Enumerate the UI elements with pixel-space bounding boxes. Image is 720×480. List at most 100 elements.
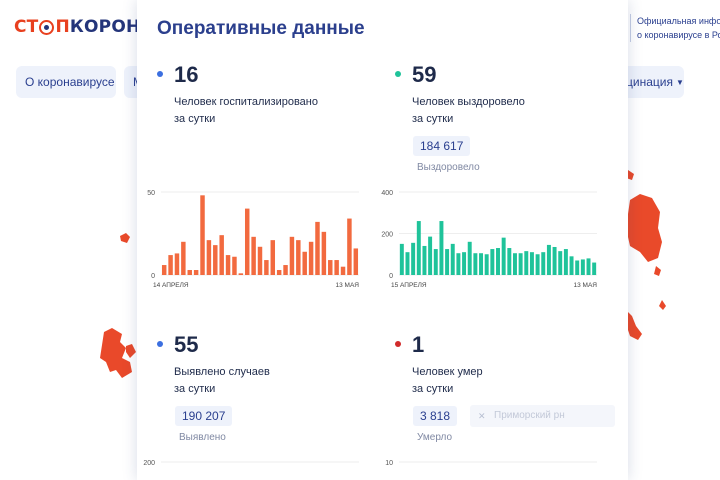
bar[interactable]	[161, 265, 167, 275]
y-tick-label: 0	[389, 273, 393, 280]
bar[interactable]	[575, 260, 580, 275]
bar[interactable]	[168, 255, 173, 275]
bar[interactable]	[321, 231, 327, 275]
nav-about-coronavirus[interactable]: О коронавирусе▼	[16, 66, 116, 98]
y-tick-label: 200	[143, 460, 155, 467]
cases-value: 55	[174, 332, 199, 357]
bar[interactable]	[315, 221, 320, 275]
bar[interactable]	[296, 240, 301, 275]
nav-vaccination-label: цинация	[626, 75, 673, 89]
bar[interactable]	[193, 270, 199, 275]
bar[interactable]	[308, 241, 314, 275]
deaths-metric: 1 Человек умер за сутки 3 818 Умерло	[395, 332, 615, 447]
bar[interactable]	[541, 252, 546, 275]
nav-about-coronavirus-label: О коронавирусе	[25, 75, 115, 89]
bar[interactable]	[456, 253, 461, 275]
bar[interactable]	[529, 252, 534, 275]
bar[interactable]	[484, 254, 489, 275]
official-info-text: Официальная информ о коронавирусе в Росс	[630, 14, 720, 42]
cases-metric: 55 Выявлено случаев за сутки 190 207 Выя…	[157, 332, 377, 447]
bar[interactable]	[200, 195, 205, 275]
bar[interactable]	[592, 262, 597, 275]
recovered-chart: 0 200 400 15 АПРЕЛЯ 13 МАЯ	[381, 190, 598, 289]
bar[interactable]	[206, 240, 212, 275]
bar[interactable]	[411, 242, 416, 275]
bar[interactable]	[467, 241, 472, 275]
bar[interactable]	[450, 243, 455, 275]
bar[interactable]	[580, 259, 585, 275]
bar[interactable]	[433, 249, 438, 275]
chevron-down-icon: ▼	[675, 77, 684, 87]
recovered-dot	[395, 71, 401, 77]
bar[interactable]	[445, 249, 450, 275]
bar[interactable]	[518, 253, 523, 275]
hospitalized-chart: 0 50 14 АПРЕЛЯ 13 МАЯ	[147, 190, 359, 289]
recovered-label: Человек выздоровело за сутки	[412, 94, 612, 128]
bar[interactable]	[501, 237, 506, 275]
cases-label: Выявлено случаев за сутки	[174, 364, 374, 398]
bar[interactable]	[238, 273, 244, 275]
bar[interactable]	[422, 245, 427, 275]
deaths-value: 1	[412, 332, 425, 357]
bar[interactable]	[276, 270, 282, 275]
bar[interactable]	[569, 256, 574, 275]
bar[interactable]	[552, 246, 557, 275]
bar[interactable]	[405, 252, 410, 275]
bar[interactable]	[535, 254, 540, 275]
bar[interactable]	[289, 236, 295, 275]
bar[interactable]	[462, 252, 467, 275]
region-filter-placeholder: Приморский рн	[494, 410, 565, 421]
bar[interactable]	[524, 251, 529, 275]
bar[interactable]	[302, 251, 307, 275]
bar[interactable]	[219, 235, 224, 275]
cases-dot	[157, 341, 163, 347]
bar[interactable]	[232, 256, 237, 275]
logo-text-part1: СТ	[14, 17, 39, 37]
bar[interactable]	[490, 249, 495, 275]
bar[interactable]	[512, 253, 517, 275]
bar[interactable]	[507, 248, 512, 275]
bar[interactable]	[399, 243, 404, 275]
recovered-total-caption: Выздоровело	[417, 162, 480, 173]
deaths-chart: 10	[385, 460, 597, 467]
deaths-label: Человек умер за сутки	[412, 364, 612, 398]
bar[interactable]	[328, 260, 333, 275]
x-end-label: 13 МАЯ	[574, 282, 598, 289]
bar[interactable]	[353, 248, 359, 275]
bar[interactable]	[586, 258, 591, 275]
bar[interactable]	[546, 244, 551, 275]
bar[interactable]	[439, 221, 444, 275]
recovered-metric: 59 Человек выздоровело за сутки 184 617 …	[395, 62, 615, 182]
bar[interactable]	[496, 248, 500, 275]
bar[interactable]	[416, 221, 421, 275]
bar[interactable]	[479, 253, 484, 275]
recovered-label-line1: Человек выздоровело	[412, 96, 525, 108]
deaths-label-line2: за сутки	[412, 383, 454, 395]
bar[interactable]	[187, 270, 192, 275]
bar[interactable]	[225, 255, 231, 275]
x-start-label: 14 АПРЕЛЯ	[153, 282, 189, 289]
bar[interactable]	[174, 253, 180, 275]
hospitalized-label-line2: за сутки	[174, 113, 216, 125]
bar[interactable]	[347, 218, 352, 275]
bar[interactable]	[244, 208, 250, 275]
bar[interactable]	[270, 240, 276, 275]
logo-text-part2: П	[55, 17, 70, 37]
recovered-value: 59	[412, 62, 437, 87]
virus-icon	[39, 20, 55, 35]
bar[interactable]	[251, 236, 256, 275]
deaths-dot	[395, 341, 401, 347]
bar[interactable]	[428, 236, 433, 275]
region-filter-input[interactable]: ✕ Приморский рн	[470, 405, 615, 427]
official-info-line2: о коронавирусе в Росс	[637, 30, 720, 40]
bar[interactable]	[181, 241, 186, 275]
bar[interactable]	[473, 253, 478, 275]
bar[interactable]	[213, 245, 218, 275]
bar[interactable]	[334, 260, 339, 275]
bar[interactable]	[558, 251, 563, 275]
bar[interactable]	[563, 249, 568, 275]
bar[interactable]	[340, 266, 346, 275]
bar[interactable]	[283, 265, 288, 275]
bar[interactable]	[264, 260, 269, 275]
bar[interactable]	[257, 246, 263, 275]
